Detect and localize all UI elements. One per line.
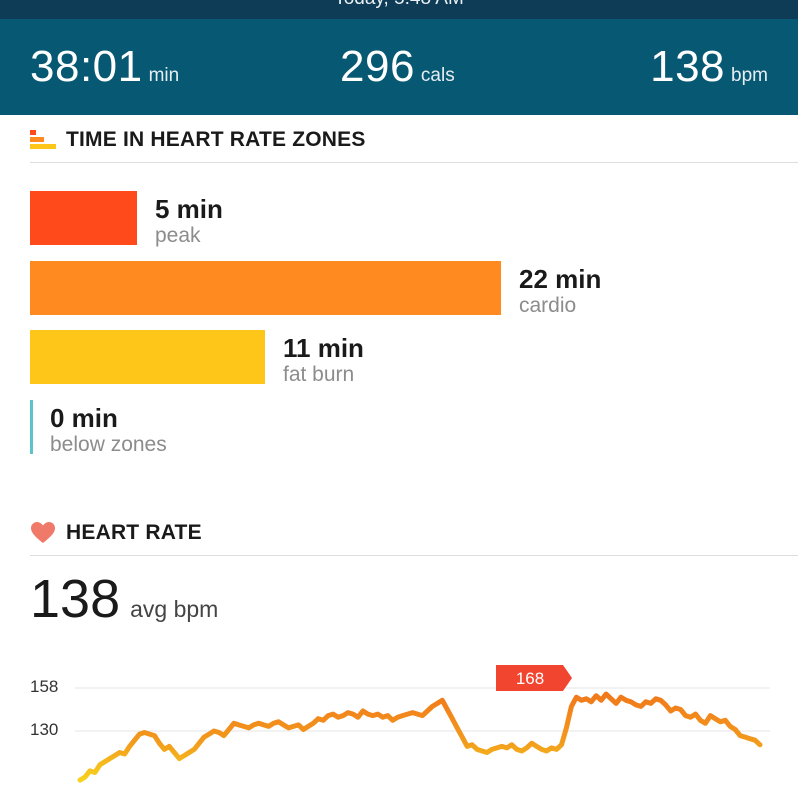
date-label: Today, 5:48 AM (0, 0, 798, 10)
duration-unit: min (148, 65, 180, 86)
duration-stat: 38:01 min (30, 42, 179, 92)
zone-bar (30, 191, 137, 245)
calories-value: 296 (340, 42, 415, 91)
heart-rate-line (77, 691, 763, 783)
zone-bar (30, 261, 501, 315)
peak-label: 168 (516, 669, 544, 688)
peak-marker[interactable]: 168 (496, 665, 572, 691)
zone-label: 0 min below zones (50, 404, 167, 458)
zones-bars-icon (30, 128, 56, 152)
zone-label: 22 min cardio (519, 265, 601, 319)
heart-section-header: HEART RATE (30, 521, 202, 545)
divider (30, 555, 798, 556)
heart-rate-series (77, 691, 763, 783)
bpm-value: 138 (650, 42, 726, 91)
y-tick-label: 130 (30, 720, 59, 739)
calories-unit: cals (420, 65, 455, 86)
zone-minutes: 0 min (50, 403, 118, 433)
bpm-unit: bpm (731, 65, 768, 86)
average-bpm: 138 avg bpm (30, 568, 218, 630)
heart-icon (30, 521, 56, 545)
zone-bar (30, 400, 33, 454)
zone-name: cardio (519, 294, 577, 317)
zone-minutes: 5 min (155, 194, 223, 224)
divider (30, 162, 798, 163)
duration-value: 38:01 (30, 42, 143, 91)
bpm-stat: 138 bpm (650, 42, 768, 92)
zone-label: 11 min fat burn (283, 334, 364, 388)
zone-name: fat burn (283, 363, 355, 386)
heart-section-title: HEART RATE (66, 521, 202, 544)
calories-stat: 296 cals (340, 42, 455, 92)
zone-label: 5 min peak (155, 195, 223, 249)
zones-section-header: TIME IN HEART RATE ZONES (30, 128, 366, 152)
zone-name: peak (155, 224, 201, 247)
zone-minutes: 11 min (283, 333, 364, 363)
average-bpm-value: 138 (30, 569, 121, 629)
average-bpm-unit: avg bpm (130, 596, 219, 622)
heart-rate-chart[interactable]: 168 (0, 650, 798, 800)
zones-section-title: TIME IN HEART RATE ZONES (66, 128, 366, 151)
peak-badge (496, 665, 572, 691)
zone-name: below zones (50, 433, 167, 456)
y-tick-label: 158 (30, 677, 59, 696)
status-header: Today, 5:48 AM (0, 0, 798, 19)
summary-banner: 38:01 min 296 cals 138 bpm (0, 19, 798, 115)
zone-minutes: 22 min (519, 264, 602, 294)
zone-bar (30, 330, 265, 384)
